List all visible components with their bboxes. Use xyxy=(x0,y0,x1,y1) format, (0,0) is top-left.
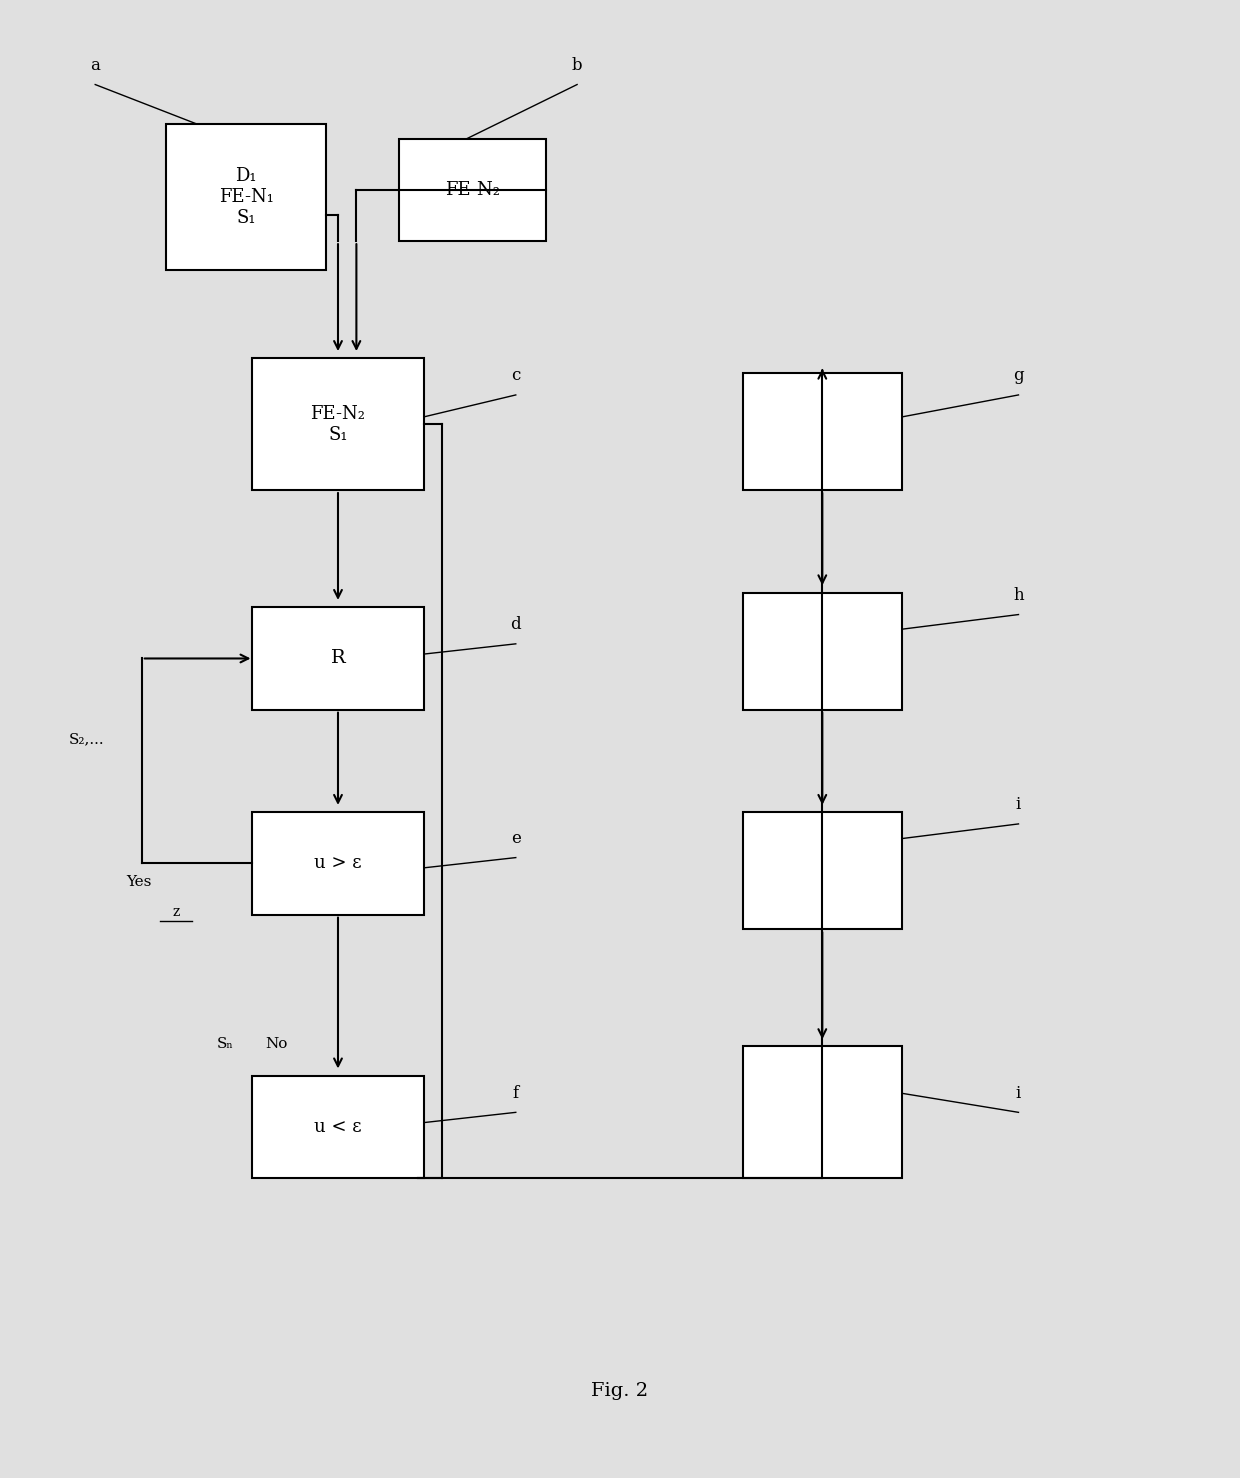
Text: S₂,...: S₂,... xyxy=(69,732,104,746)
FancyBboxPatch shape xyxy=(166,124,326,270)
Text: i: i xyxy=(1016,797,1021,813)
Text: u < ε: u < ε xyxy=(314,1117,362,1137)
Text: i: i xyxy=(1016,1085,1021,1101)
Text: u > ε: u > ε xyxy=(314,854,362,872)
FancyBboxPatch shape xyxy=(743,372,901,491)
Text: e: e xyxy=(511,831,521,847)
Text: FE-N₂
S₁: FE-N₂ S₁ xyxy=(310,405,366,443)
FancyBboxPatch shape xyxy=(399,139,547,241)
Text: R: R xyxy=(331,649,346,668)
Text: Yes: Yes xyxy=(126,875,153,890)
Text: Sₙ: Sₙ xyxy=(217,1036,233,1051)
Text: b: b xyxy=(572,58,583,74)
Text: D₁
FE-N₁
S₁: D₁ FE-N₁ S₁ xyxy=(218,167,274,228)
Text: h: h xyxy=(1013,587,1024,605)
FancyBboxPatch shape xyxy=(743,813,901,930)
FancyBboxPatch shape xyxy=(743,1046,901,1178)
Text: g: g xyxy=(1013,368,1024,384)
Text: No: No xyxy=(265,1036,288,1051)
FancyBboxPatch shape xyxy=(252,813,424,915)
Text: FE-N₂: FE-N₂ xyxy=(445,180,501,200)
Text: f: f xyxy=(512,1085,518,1101)
Text: a: a xyxy=(91,58,100,74)
Text: Fig. 2: Fig. 2 xyxy=(591,1382,649,1400)
FancyBboxPatch shape xyxy=(743,593,901,709)
FancyBboxPatch shape xyxy=(252,358,424,491)
Text: d: d xyxy=(511,616,521,633)
Text: c: c xyxy=(511,368,521,384)
FancyBboxPatch shape xyxy=(252,607,424,709)
FancyBboxPatch shape xyxy=(252,1076,424,1178)
Text: z: z xyxy=(172,905,180,919)
